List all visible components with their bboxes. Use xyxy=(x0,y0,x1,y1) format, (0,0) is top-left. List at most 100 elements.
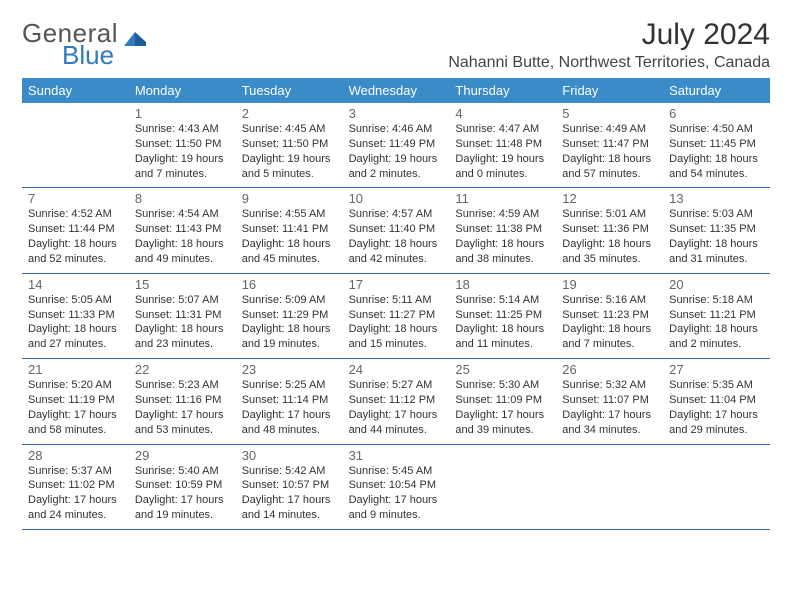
cell-line: Sunset: 11:25 PM xyxy=(455,308,550,323)
header: General Blue July 2024 Nahanni Butte, No… xyxy=(22,18,770,72)
cell-line: Daylight: 19 hours xyxy=(349,152,444,167)
calendar-cell: 13Sunrise: 5:03 AMSunset: 11:35 PMDaylig… xyxy=(663,188,770,272)
cell-line: and 5 minutes. xyxy=(242,167,337,182)
day-number: 25 xyxy=(455,362,550,377)
cell-line: and 35 minutes. xyxy=(562,252,657,267)
day-number: 30 xyxy=(242,448,337,463)
cell-line: and 29 minutes. xyxy=(669,423,764,438)
cell-line: Daylight: 18 hours xyxy=(28,237,123,252)
calendar-cell xyxy=(22,103,129,187)
day-number: 31 xyxy=(349,448,444,463)
cell-line: Daylight: 17 hours xyxy=(242,408,337,423)
cell-line: Sunset: 11:07 PM xyxy=(562,393,657,408)
day-number: 10 xyxy=(349,191,444,206)
cell-line: Sunset: 11:21 PM xyxy=(669,308,764,323)
cell-line: Sunrise: 5:25 AM xyxy=(242,378,337,393)
cell-line: Sunset: 11:19 PM xyxy=(28,393,123,408)
cell-line: and 49 minutes. xyxy=(135,252,230,267)
cell-line: Sunrise: 4:46 AM xyxy=(349,122,444,137)
cell-line: Sunrise: 4:50 AM xyxy=(669,122,764,137)
cell-line: Sunrise: 4:59 AM xyxy=(455,207,550,222)
day-number: 14 xyxy=(28,277,123,292)
day-number: 24 xyxy=(349,362,444,377)
cell-line: Daylight: 18 hours xyxy=(562,152,657,167)
cell-line: and 42 minutes. xyxy=(349,252,444,267)
cell-line: Daylight: 17 hours xyxy=(28,493,123,508)
cell-line: Sunrise: 5:11 AM xyxy=(349,293,444,308)
cell-line: Sunrise: 5:20 AM xyxy=(28,378,123,393)
cell-line: Daylight: 18 hours xyxy=(28,322,123,337)
cell-line: Sunset: 11:43 PM xyxy=(135,222,230,237)
cell-line: and 0 minutes. xyxy=(455,167,550,182)
day-number: 17 xyxy=(349,277,444,292)
calendar-cell: 27Sunrise: 5:35 AMSunset: 11:04 PMDaylig… xyxy=(663,359,770,443)
calendar-cell: 17Sunrise: 5:11 AMSunset: 11:27 PMDaylig… xyxy=(343,274,450,358)
cell-line: Sunrise: 5:01 AM xyxy=(562,207,657,222)
day-number: 22 xyxy=(135,362,230,377)
cell-line: Sunrise: 5:27 AM xyxy=(349,378,444,393)
cell-line: Sunset: 11:48 PM xyxy=(455,137,550,152)
calendar: SundayMondayTuesdayWednesdayThursdayFrid… xyxy=(22,78,770,530)
cell-line: Sunrise: 4:49 AM xyxy=(562,122,657,137)
cell-line: Sunset: 11:12 PM xyxy=(349,393,444,408)
calendar-cell: 18Sunrise: 5:14 AMSunset: 11:25 PMDaylig… xyxy=(449,274,556,358)
cell-line: Sunrise: 5:32 AM xyxy=(562,378,657,393)
cell-line: Daylight: 17 hours xyxy=(669,408,764,423)
cell-line: Sunrise: 4:52 AM xyxy=(28,207,123,222)
dow-monday: Monday xyxy=(129,78,236,103)
day-number: 2 xyxy=(242,106,337,121)
calendar-cell: 4Sunrise: 4:47 AMSunset: 11:48 PMDayligh… xyxy=(449,103,556,187)
cell-line: Sunrise: 5:05 AM xyxy=(28,293,123,308)
cell-line: and 24 minutes. xyxy=(28,508,123,523)
cell-line: and 19 minutes. xyxy=(242,337,337,352)
page-title: July 2024 xyxy=(448,18,770,52)
calendar-cell: 14Sunrise: 5:05 AMSunset: 11:33 PMDaylig… xyxy=(22,274,129,358)
calendar-cell: 2Sunrise: 4:45 AMSunset: 11:50 PMDayligh… xyxy=(236,103,343,187)
day-number: 8 xyxy=(135,191,230,206)
cell-line: Sunrise: 5:03 AM xyxy=(669,207,764,222)
day-number: 27 xyxy=(669,362,764,377)
cell-line: Daylight: 18 hours xyxy=(242,322,337,337)
cell-line: Daylight: 18 hours xyxy=(562,322,657,337)
week-row: 28Sunrise: 5:37 AMSunset: 11:02 PMDaylig… xyxy=(22,445,770,530)
calendar-cell: 28Sunrise: 5:37 AMSunset: 11:02 PMDaylig… xyxy=(22,445,129,529)
logo-mark-icon xyxy=(124,29,146,47)
cell-line: Sunset: 11:45 PM xyxy=(669,137,764,152)
day-number: 15 xyxy=(135,277,230,292)
calendar-cell: 3Sunrise: 4:46 AMSunset: 11:49 PMDayligh… xyxy=(343,103,450,187)
cell-line: Sunset: 11:29 PM xyxy=(242,308,337,323)
cell-line: Sunset: 11:02 PM xyxy=(28,478,123,493)
cell-line: and 54 minutes. xyxy=(669,167,764,182)
calendar-cell: 8Sunrise: 4:54 AMSunset: 11:43 PMDayligh… xyxy=(129,188,236,272)
dow-thursday: Thursday xyxy=(449,78,556,103)
cell-line: Sunrise: 5:07 AM xyxy=(135,293,230,308)
dow-wednesday: Wednesday xyxy=(343,78,450,103)
cell-line: Daylight: 18 hours xyxy=(242,237,337,252)
cell-line: and 7 minutes. xyxy=(135,167,230,182)
cell-line: and 23 minutes. xyxy=(135,337,230,352)
cell-line: and 9 minutes. xyxy=(349,508,444,523)
cell-line: Sunset: 11:14 PM xyxy=(242,393,337,408)
cell-line: and 15 minutes. xyxy=(349,337,444,352)
cell-line: and 57 minutes. xyxy=(562,167,657,182)
cell-line: Sunset: 11:16 PM xyxy=(135,393,230,408)
weeks-container: 1Sunrise: 4:43 AMSunset: 11:50 PMDayligh… xyxy=(22,103,770,530)
cell-line: and 2 minutes. xyxy=(669,337,764,352)
cell-line: Sunset: 11:50 PM xyxy=(242,137,337,152)
cell-line: Sunset: 11:04 PM xyxy=(669,393,764,408)
cell-line: Sunrise: 5:09 AM xyxy=(242,293,337,308)
cell-line: Sunset: 11:40 PM xyxy=(349,222,444,237)
calendar-cell: 22Sunrise: 5:23 AMSunset: 11:16 PMDaylig… xyxy=(129,359,236,443)
cell-line: and 14 minutes. xyxy=(242,508,337,523)
calendar-cell xyxy=(556,445,663,529)
day-number: 21 xyxy=(28,362,123,377)
cell-line: Daylight: 18 hours xyxy=(669,152,764,167)
calendar-cell: 15Sunrise: 5:07 AMSunset: 11:31 PMDaylig… xyxy=(129,274,236,358)
cell-line: Daylight: 17 hours xyxy=(28,408,123,423)
cell-line: Sunrise: 5:30 AM xyxy=(455,378,550,393)
calendar-cell: 9Sunrise: 4:55 AMSunset: 11:41 PMDayligh… xyxy=(236,188,343,272)
day-number: 29 xyxy=(135,448,230,463)
calendar-cell: 16Sunrise: 5:09 AMSunset: 11:29 PMDaylig… xyxy=(236,274,343,358)
day-number: 9 xyxy=(242,191,337,206)
cell-line: Daylight: 18 hours xyxy=(669,237,764,252)
